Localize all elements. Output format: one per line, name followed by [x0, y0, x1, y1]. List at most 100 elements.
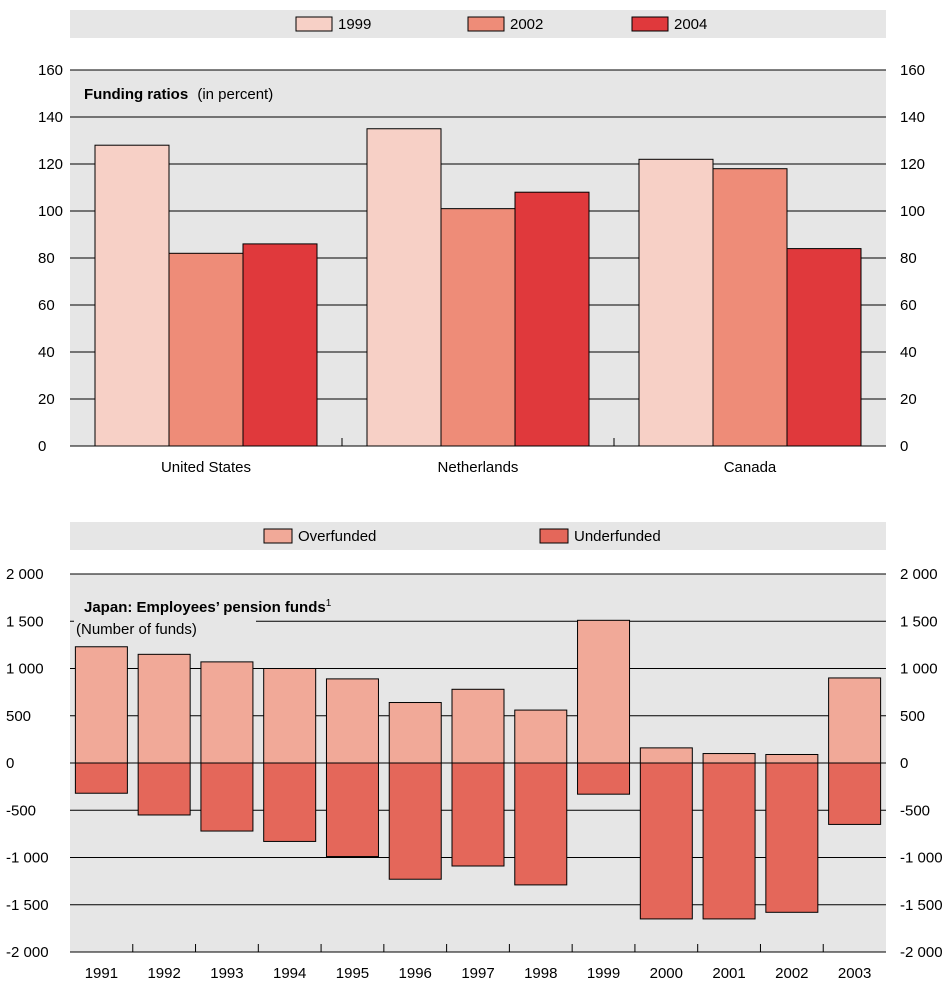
- x-tick-label: 1996: [399, 965, 432, 982]
- title-mask: [74, 588, 256, 638]
- bar: [263, 668, 317, 764]
- y-tick-labels-left: -2 000 -1 500 -1 000 -500 0 500 1 000 1 500 2 00…: [6, 566, 49, 961]
- bar: [514, 709, 568, 764]
- x-tick-labels: United States Netherlands Canada: [161, 459, 777, 476]
- y-tick-label: 0: [6, 755, 14, 772]
- x-tick-label: 2002: [775, 965, 808, 982]
- bar: [74, 646, 128, 764]
- bar: [702, 762, 756, 920]
- bar: [137, 762, 191, 816]
- legend: Overfunded Underfunded: [263, 528, 661, 545]
- title-subtitle: (in percent): [197, 86, 273, 103]
- bar: [828, 762, 882, 825]
- legend-swatch: [631, 16, 669, 32]
- bars: [70, 619, 886, 920]
- bar: [577, 762, 631, 795]
- bar: [325, 678, 379, 764]
- y-tick-label: 80: [38, 250, 55, 267]
- y-tick-labels-right: -2 000 -1 500 -1 000 -500 0 500 1 000 1 500 2 00…: [900, 566, 943, 961]
- x-tick-label: 1998: [524, 965, 557, 982]
- y-tick-label: -1 000: [6, 850, 49, 867]
- title-bold: Japan: Employees’ pension funds: [84, 599, 326, 616]
- bar: [451, 762, 505, 867]
- legend: 1999 2002 2004: [295, 16, 707, 33]
- chart-subtitle: (Number of funds): [76, 621, 197, 638]
- y-tick-label: 60: [900, 297, 917, 314]
- bar: [366, 128, 442, 447]
- bar: [639, 747, 693, 764]
- y-tick-label: 1 500: [900, 613, 938, 630]
- y-tick-label: 140: [38, 109, 63, 126]
- y-tick-label: 0: [900, 438, 908, 455]
- y-tick-label: 20: [900, 391, 917, 408]
- y-tick-label: 100: [38, 203, 63, 220]
- bar: [765, 753, 819, 764]
- y-tick-label: -500: [900, 802, 930, 819]
- bar: [200, 762, 254, 832]
- legend-label: Overfunded: [298, 528, 376, 545]
- bar: [325, 762, 379, 858]
- bar: [639, 762, 693, 920]
- bar: [242, 243, 318, 447]
- bar: [74, 762, 128, 794]
- y-tick-label: -1 500: [900, 897, 943, 914]
- x-tick-label: 2000: [650, 965, 683, 982]
- x-tick-labels: 1991 1992 1993 1994 1995 1996 1997 1998 1999 2000…: [85, 965, 872, 982]
- y-tick-label: 2 000: [900, 566, 938, 583]
- y-tick-label: 0: [900, 755, 908, 772]
- bar: [94, 144, 170, 447]
- legend-swatch: [263, 528, 293, 544]
- legend-swatch: [467, 16, 505, 32]
- legend-band: [70, 522, 886, 550]
- legend-label: 2004: [674, 16, 707, 33]
- bar: [388, 762, 442, 880]
- bar: [440, 208, 516, 447]
- bar: [765, 762, 819, 913]
- bar: [388, 702, 442, 764]
- bar: [168, 252, 244, 447]
- y-tick-label: -2 000: [900, 944, 943, 961]
- x-tick-label: 1995: [336, 965, 369, 982]
- bars: [94, 128, 862, 447]
- y-tick-label: 2 000: [6, 566, 44, 583]
- legend-label: Underfunded: [574, 528, 661, 545]
- x-tick-label: 1993: [210, 965, 243, 982]
- y-tick-label: 140: [900, 109, 925, 126]
- bar: [514, 191, 590, 447]
- y-tick-labels-left: 0 20 40 60 80 100 120 140 160: [38, 62, 63, 455]
- bar: [577, 619, 631, 764]
- y-tick-label: 40: [38, 344, 55, 361]
- bar: [786, 248, 862, 447]
- bar: [638, 158, 714, 447]
- x-tick-label: 1992: [147, 965, 180, 982]
- y-tick-label: -500: [6, 802, 36, 819]
- y-tick-label: 1 000: [900, 661, 938, 678]
- funding-ratios-panel: 0 20 40 60 80 100 120 140 160 0 20 40 60 80 100 120 140…: [38, 10, 925, 476]
- y-tick-label: -2 000: [6, 944, 49, 961]
- y-tick-label: 120: [38, 156, 63, 173]
- y-tick-label: 40: [900, 344, 917, 361]
- bar: [451, 688, 505, 764]
- legend-swatch: [295, 16, 333, 32]
- legend-label: 1999: [338, 16, 371, 33]
- bar: [702, 753, 756, 764]
- x-tick-label: Canada: [724, 459, 777, 476]
- y-tick-label: 500: [6, 708, 31, 725]
- y-tick-label: -1 000: [900, 850, 943, 867]
- legend-label: 2002: [510, 16, 543, 33]
- x-tick-label: 1991: [85, 965, 118, 982]
- x-tick-label: 2001: [712, 965, 745, 982]
- y-tick-label: 0: [38, 438, 46, 455]
- y-tick-label: 160: [38, 62, 63, 79]
- y-tick-label: 160: [900, 62, 925, 79]
- y-tick-label: -1 500: [6, 897, 49, 914]
- bar: [514, 762, 568, 886]
- chart-title: Japan: Employees’ pension funds1: [84, 598, 332, 616]
- bar: [137, 653, 191, 764]
- x-tick-label: United States: [161, 459, 251, 476]
- x-tick-label: 2003: [838, 965, 871, 982]
- y-tick-label: 60: [38, 297, 55, 314]
- title-bold: Funding ratios: [84, 86, 188, 103]
